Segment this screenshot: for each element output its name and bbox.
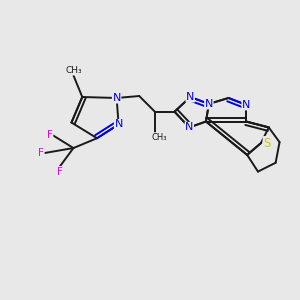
Text: N: N	[186, 92, 194, 102]
Text: N: N	[112, 93, 121, 103]
Text: CH₃: CH₃	[151, 133, 166, 142]
Text: N: N	[242, 100, 250, 110]
Text: N: N	[205, 99, 213, 109]
Text: N: N	[114, 119, 123, 130]
Text: F: F	[57, 167, 63, 177]
Text: F: F	[38, 148, 44, 158]
Text: F: F	[47, 130, 53, 140]
Text: N: N	[185, 122, 194, 132]
Text: CH₃: CH₃	[65, 66, 82, 75]
Text: S: S	[263, 136, 271, 150]
